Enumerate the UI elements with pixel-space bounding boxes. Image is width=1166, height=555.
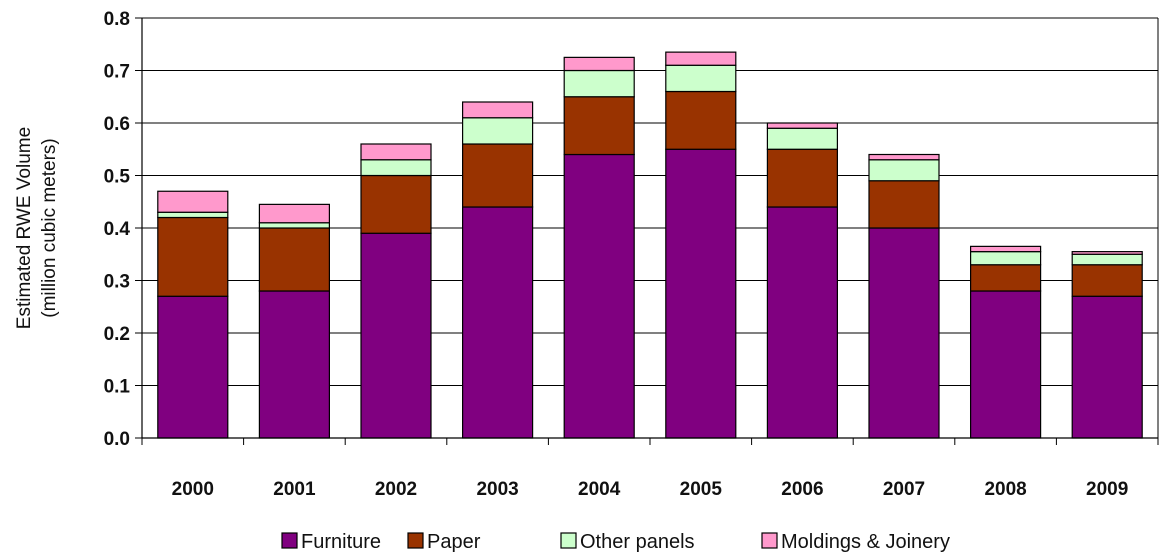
bar-segment-paper [969,264,1042,292]
bar-segment-moldings-joinery [766,122,839,129]
y-tick-label: 0.0 [104,429,130,450]
bar-segment-furniture [360,232,432,439]
bar-segment-moldings-joinery [258,203,330,224]
bar-segment-furniture [157,295,229,439]
bar-segment-furniture [868,227,940,439]
bar-segment-furniture [969,290,1042,439]
bar-segment-moldings-joinery [1071,251,1143,255]
bar-segment-other-panels [563,69,635,98]
bar-segment-other-panels [1071,253,1143,266]
y-tick-label: 0.1 [104,377,131,398]
x-tick-label: 2004 [578,479,621,500]
bar-segment-other-panels [665,64,737,93]
y-tick-labels: 0.0 0.1 0.2 0.3 0.4 0.5 0.6 0.7 0.8 [104,9,131,450]
legend: Furniture Paper Other panels Moldings & Joi… [281,531,950,553]
bar-segment-other-panels [868,159,940,182]
x-tick-label: 2008 [984,479,1026,500]
bar-segment-paper [157,216,229,297]
bar-segment-furniture [665,148,737,439]
bar-segment-paper [868,180,940,229]
bar-segment-paper [563,96,635,156]
y-tick-label: 0.6 [104,114,130,135]
legend-label-other-panels: Other panels [580,531,695,553]
bar-segment-other-panels [766,127,839,150]
bar-segment-moldings-joinery [157,190,229,213]
bar-segment-furniture [462,206,534,439]
legend-label-paper: Paper [427,531,481,553]
legend-swatch-other-panels [560,532,577,549]
bar-segment-furniture [563,153,635,439]
bar-segment-furniture [766,206,839,439]
x-tick-label: 2001 [273,479,316,500]
x-tick-label: 2005 [680,479,723,500]
y-axis-title: Estimated RWE Volume (million cubic mete… [14,127,60,329]
y-axis-title-line2: (million cubic meters) [39,138,60,317]
y-tick-label: 0.2 [104,324,130,345]
bar-segment-paper [258,227,330,292]
x-tick-label: 2006 [781,479,823,500]
legend-swatch-furniture [281,532,298,549]
x-tick-label: 2003 [476,479,518,500]
x-tick-label: 2000 [172,479,214,500]
y-tick-label: 0.8 [104,9,130,30]
bar-segment-paper [766,148,839,208]
legend-label-moldings-joinery: Moldings & Joinery [781,531,950,553]
legend-swatch-paper [407,532,424,549]
axes [135,17,1159,445]
bar-segment-furniture [258,290,330,439]
bar-segment-moldings-joinery [360,143,432,161]
bar-segment-other-panels [462,117,534,145]
bars [157,51,1143,439]
bar-segment-furniture [1071,295,1143,439]
y-tick-label: 0.5 [104,167,131,188]
y-axis-title-line1: Estimated RWE Volume [14,127,35,329]
bar-segment-paper [1071,264,1143,297]
bar-segment-moldings-joinery [462,101,534,119]
bar-segment-other-panels [360,159,432,177]
bar-segment-moldings-joinery [563,56,635,72]
x-tick-label: 2007 [883,479,925,500]
bar-segment-moldings-joinery [665,51,737,66]
x-tick-labels: 2000 2001 2002 2003 2004 2005 2006 2007 2008 2009 [172,479,1129,500]
y-tick-label: 0.3 [104,272,130,293]
y-tick-label: 0.4 [104,219,131,240]
bar-segment-other-panels [969,251,1042,266]
bar-segment-moldings-joinery [969,245,1042,253]
bar-segment-paper [462,143,534,208]
bar-segment-moldings-joinery [868,153,940,161]
bar-segment-other-panels [258,222,330,229]
bar-segment-other-panels [157,211,229,219]
legend-swatch-moldings-joinery [761,532,778,549]
bar-segment-paper [665,90,737,150]
legend-label-furniture: Furniture [301,531,381,553]
y-tick-label: 0.7 [104,62,130,83]
x-tick-label: 2002 [375,479,417,500]
x-tick-label: 2009 [1086,479,1128,500]
bar-segment-paper [360,174,432,234]
